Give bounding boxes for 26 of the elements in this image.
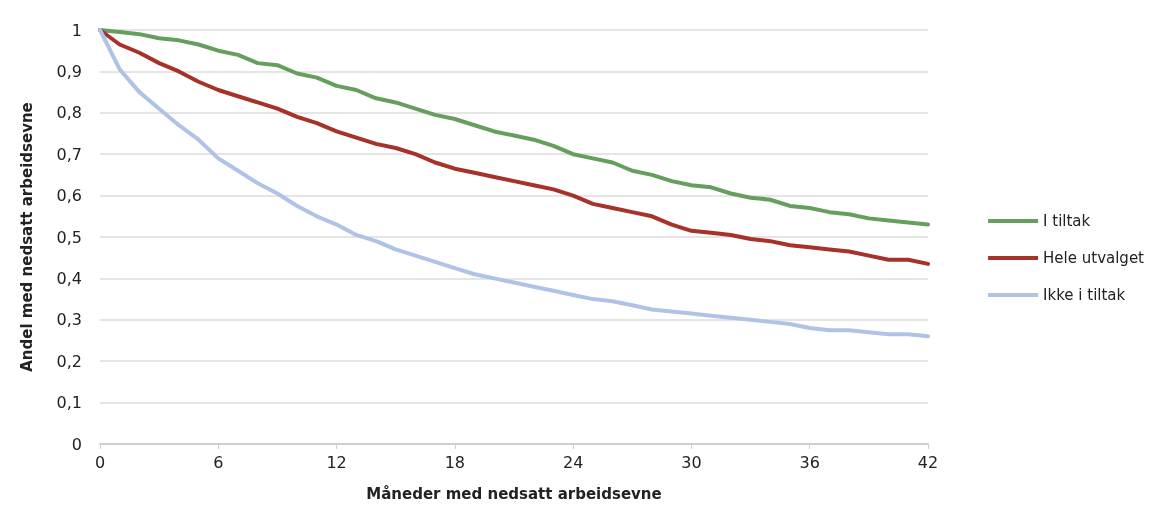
y-tick-label: 0,6 [56,186,82,206]
line-series [98,28,930,339]
y-tick-label: 0,9 [56,61,82,81]
y-tick-label: 0,5 [56,227,82,247]
x-tick-label: 18 [444,452,466,472]
x-tick-label: 42 [917,452,939,472]
x-tick-label: 24 [562,452,584,472]
y-tick-label: 0,8 [56,103,82,123]
y-tick-label: 1 [71,20,82,40]
y-tick-label: 0,3 [56,310,82,330]
x-tick-label: 6 [213,452,224,472]
x-axis-title: Måneder med nedsatt arbeidsevne [366,484,662,503]
y-tick-label: 0,4 [56,268,82,288]
x-tick-label: 0 [94,452,106,472]
y-tick-label: 0 [71,434,82,454]
x-tick-label: 30 [681,452,702,472]
y-tick-label: 0,1 [56,393,82,413]
x-tick-label: 12 [326,452,347,472]
legend-label: Hele utvalget [1043,249,1145,267]
y-tick-label: 0,7 [56,144,82,164]
y-tick-label: 0,2 [56,351,82,371]
legend-label: Ikke i tiltak [1043,286,1126,304]
x-tick-label: 36 [799,452,820,472]
y-axis-title: Andel med nedsatt arbeidsevne [17,102,36,372]
legend-label: I tiltak [1043,212,1091,230]
line-series [98,28,930,227]
